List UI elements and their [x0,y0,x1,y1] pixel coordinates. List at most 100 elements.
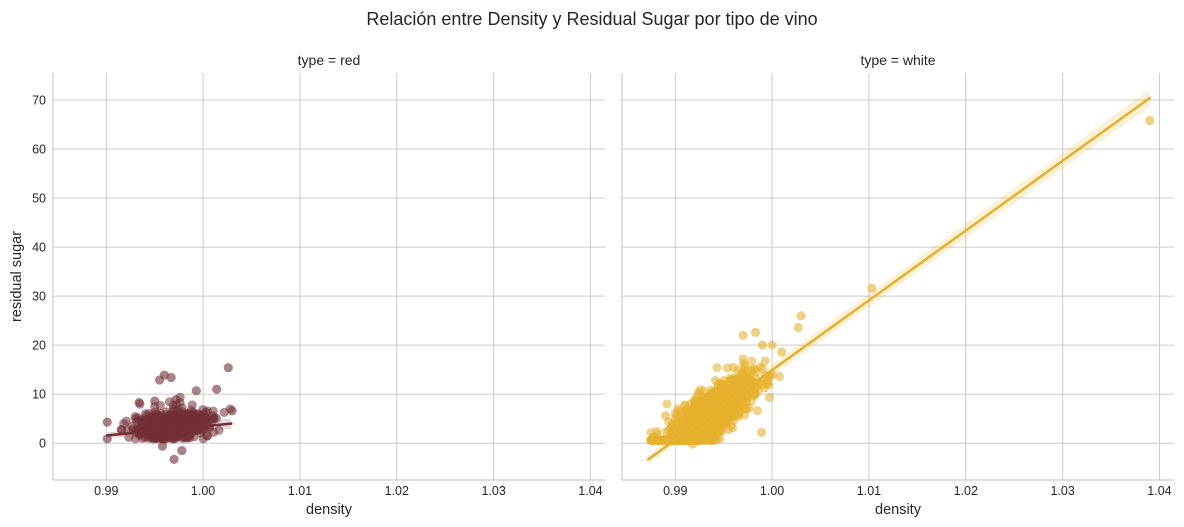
scatter-point [102,434,112,444]
scatter-point [193,409,203,419]
y-tick-label: 0 [39,437,46,451]
x-tick-label: 1.04 [578,484,602,498]
scatter-point [793,322,803,333]
scatter-point [166,372,176,383]
regression-line [646,96,1152,461]
scatter-point [656,435,666,445]
scatter-point [738,330,748,340]
scatter-point [219,407,229,417]
x-tick-label: 1.03 [1050,484,1074,498]
scatter-point [712,363,722,373]
scatter-point [714,381,724,391]
scatter-point [708,433,718,443]
scatter-point [134,397,144,408]
scatter-point [150,396,160,406]
scatter-point [767,340,777,350]
scatter-point [731,405,742,415]
confidence-band [648,89,1150,465]
scatter-point [672,428,682,438]
scatter-point [709,417,719,427]
scatter-point [723,424,734,435]
y-tick-label: 30 [32,290,46,304]
scatter-point [732,365,743,375]
scatter-point [157,441,168,451]
scatter-point [202,431,212,441]
scatter-point [757,340,768,350]
scatter-point [212,384,222,394]
scatter-point [154,375,165,385]
x-tick-label: 1.01 [857,484,881,498]
figure-title: Relación entre Density y Residual Sugar … [366,9,817,29]
scatter-point [751,327,761,338]
y-tick-label: 10 [32,388,46,402]
x-tick-label: 1.00 [760,484,784,498]
scatter-point [1145,115,1155,126]
x-axis-label: density [875,502,922,518]
plot-area [102,363,237,465]
scatter-point [182,433,192,443]
scatter-point [214,425,224,435]
scatter-point [688,439,698,449]
scatter-point [171,394,181,405]
scatter-point [132,416,142,427]
scatter-point [690,396,700,406]
x-tick-label: 1.04 [1147,484,1171,498]
scatter-point [155,411,165,421]
scatter-point [667,421,678,431]
scatter-point [124,432,134,442]
x-tick-label: 1.02 [385,484,409,498]
x-tick-label: 1.00 [191,484,215,498]
scatter-point [182,409,192,419]
regression-line [105,422,233,437]
scatter-point [177,445,187,456]
scatter-point [730,384,741,394]
scatter-point [119,419,129,429]
scatter-point [649,432,659,442]
scatter-point [227,406,237,416]
panel-red: type = red 0.99 1.00 1.01 1.02 1.03 1.04 0 10 20 3… [9,52,605,518]
x-axis-label: density [306,502,353,518]
y-tick-label: 50 [32,192,46,206]
scatter-point [681,435,691,445]
scatter-points [102,363,237,465]
scatter-point [734,374,744,384]
scatter-point [774,371,785,382]
scatter-point [662,399,672,409]
scatter-point [741,370,752,380]
y-tick-label: 60 [32,143,46,157]
scatter-point [747,356,757,366]
scatter-point [187,400,197,410]
scatter-point [738,354,748,364]
scatter-point [796,311,806,321]
scatter-point [752,406,763,416]
x-tick-label: 1.02 [954,484,978,498]
scatter-point [223,363,233,373]
x-tick-label: 1.01 [288,484,312,498]
scatter-point [867,283,877,293]
scatter-point [690,430,700,440]
plot-area [646,89,1155,465]
scatter-point [757,363,767,374]
panel-title: type = red [298,52,361,68]
x-tick-label: 0.99 [94,484,118,498]
scatter-point [721,387,731,398]
scatter-point [741,404,751,414]
scatter-point [169,454,179,465]
scatter-point [681,421,691,431]
scatter-point [777,347,787,357]
x-tick-label: 0.99 [663,484,687,498]
y-tick-label: 70 [32,93,46,107]
scatter-point [756,427,767,438]
scatter-point [722,363,733,373]
panel-title: type = white [860,52,935,68]
x-tick-label: 1.03 [481,484,505,498]
scatter-point [757,379,767,390]
scatter-point [102,417,112,427]
scatter-point [764,392,775,403]
scatter-point [151,433,162,443]
y-tick-label: 20 [32,339,46,353]
scatter-point [660,411,671,421]
scatter-point [191,386,201,396]
